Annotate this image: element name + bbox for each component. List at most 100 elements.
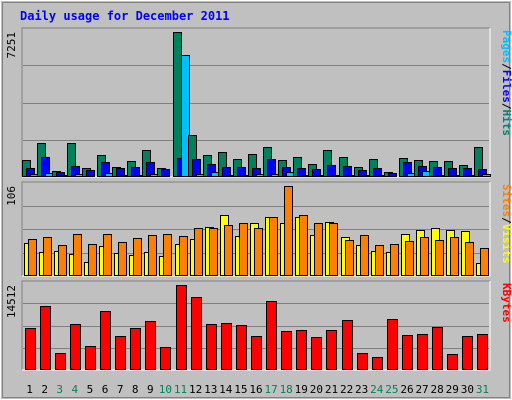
x-tick-label-day-31: 31 [476, 383, 489, 396]
bar-sites-day-27 [420, 237, 429, 276]
bar-kbytes-day-9 [145, 321, 156, 370]
bar-kbytes-day-26 [402, 335, 413, 370]
bar-kbytes-day-19 [296, 330, 307, 370]
bar-sites-day-4 [73, 234, 82, 276]
bar-sites-day-13 [209, 228, 218, 276]
bar-kbytes-day-6 [100, 311, 111, 370]
x-tick-label-day-13: 13 [204, 383, 217, 396]
legend-separator: / [500, 103, 512, 110]
legend-kbytes: KBytes [500, 283, 512, 323]
bar-sites-day-22 [345, 240, 354, 276]
x-tick-label-day-23: 23 [355, 383, 368, 396]
bar-kbytes-day-22 [342, 320, 353, 370]
x-tick-label-day-27: 27 [415, 383, 428, 396]
x-tick-label-day-2: 2 [41, 383, 48, 396]
bar-kbytes-day-11 [176, 285, 187, 370]
x-tick-label-day-28: 28 [431, 383, 444, 396]
bar-kbytes-day-28 [432, 327, 443, 370]
panel-hits: 7251 Pages/Files/Hits [5, 27, 512, 178]
bar-sites-day-11 [179, 236, 188, 276]
bar-sites-day-1 [28, 239, 37, 276]
bar-sites-day-23 [360, 235, 369, 276]
legend-pages: Pages [500, 30, 512, 63]
bar-kbytes-day-5 [85, 346, 96, 370]
bar-sites-day-19 [299, 215, 308, 276]
bar-sites-day-14 [224, 225, 233, 276]
bar-pages-day-31 [482, 174, 491, 177]
panel-side-legend: KBytes [500, 283, 512, 323]
bar-kbytes-day-23 [357, 353, 368, 370]
bar-pages-day-21 [331, 175, 340, 177]
legend-visits: Visits [500, 224, 512, 264]
bar-kbytes-day-2 [40, 306, 51, 370]
x-tick-label-day-9: 9 [147, 383, 154, 396]
bar-sites-day-6 [103, 234, 112, 276]
legend-separator: / [500, 217, 512, 224]
legend-hits: Hits [500, 110, 512, 137]
x-tick-label-day-5: 5 [87, 383, 94, 396]
bar-files-day-12 [192, 159, 201, 177]
bar-sites-day-24 [375, 245, 384, 276]
bar-files-day-5 [86, 170, 95, 177]
x-tick-label-day-10: 10 [159, 383, 172, 396]
bar-sites-day-5 [88, 244, 97, 276]
bar-kbytes-day-4 [70, 324, 81, 370]
x-tick-label-day-1: 1 [26, 383, 33, 396]
bar-kbytes-day-15 [236, 325, 247, 370]
bar-kbytes-day-29 [447, 354, 458, 370]
bar-kbytes-day-10 [160, 347, 171, 370]
bar-files-day-21 [327, 165, 336, 177]
bar-sites-day-26 [405, 241, 414, 276]
panel-background [22, 28, 490, 177]
bar-sites-day-21 [329, 223, 338, 276]
bar-kbytes-day-17 [266, 301, 277, 370]
bar-kbytes-day-18 [281, 331, 292, 370]
x-tick-label-day-29: 29 [446, 383, 459, 396]
bar-kbytes-day-13 [206, 324, 217, 370]
panel-border-dark [21, 181, 490, 276]
x-tick-label-day-21: 21 [325, 383, 338, 396]
bar-kbytes-day-30 [462, 336, 473, 370]
bar-kbytes-day-21 [326, 330, 337, 370]
bar-kbytes-day-8 [130, 328, 141, 370]
x-tick-label-day-30: 30 [461, 383, 474, 396]
x-axis-day-labels: 1 2 3 4 5 6 7 8 9 10 11 12 13 14 15 16 17 18 19 20 21 22 23 24 2… [26, 383, 489, 396]
x-tick-label-day-11: 11 [174, 383, 187, 396]
panel-max-label: 106 [5, 186, 18, 206]
bar-kbytes-day-3 [55, 353, 66, 370]
x-tick-label-day-18: 18 [280, 383, 293, 396]
x-tick-label-day-25: 25 [385, 383, 398, 396]
bar-kbytes-day-20 [311, 337, 322, 370]
x-tick-label-day-19: 19 [295, 383, 308, 396]
bar-kbytes-day-16 [251, 336, 262, 370]
x-tick-label-day-17: 17 [264, 383, 277, 396]
chart-title: Daily usage for December 2011 [20, 9, 230, 23]
bar-files-day-17 [267, 159, 276, 177]
bar-hits-day-11 [173, 32, 182, 177]
bar-sites-day-2 [43, 237, 52, 276]
bar-sites-day-29 [450, 237, 459, 276]
bar-sites-day-28 [435, 240, 444, 276]
x-tick-label-day-3: 3 [56, 383, 63, 396]
bar-kbytes-day-7 [115, 336, 126, 370]
x-tick-label-day-22: 22 [340, 383, 353, 396]
bar-sites-day-12 [194, 228, 203, 276]
bar-sites-day-31 [480, 248, 489, 276]
panel-kbytes: 14512 KBytes [5, 280, 512, 371]
x-tick-label-day-16: 16 [249, 383, 262, 396]
x-tick-label-day-26: 26 [400, 383, 413, 396]
x-tick-label-day-6: 6 [102, 383, 109, 396]
panel-max-label: 14512 [5, 285, 18, 318]
bar-sites-day-3 [58, 245, 67, 276]
panel-max-label: 7251 [5, 32, 18, 59]
bar-sites-day-16 [254, 228, 263, 276]
bar-sites-day-17 [269, 217, 278, 276]
bar-kbytes-day-14 [221, 323, 232, 370]
bar-sites-day-8 [133, 238, 142, 276]
bar-sites-day-18 [284, 186, 293, 276]
bar-kbytes-day-27 [417, 334, 428, 370]
panel-visits: 106 Sites/Visits [5, 181, 512, 277]
bar-sites-day-7 [118, 242, 127, 276]
bar-kbytes-day-25 [387, 319, 398, 370]
